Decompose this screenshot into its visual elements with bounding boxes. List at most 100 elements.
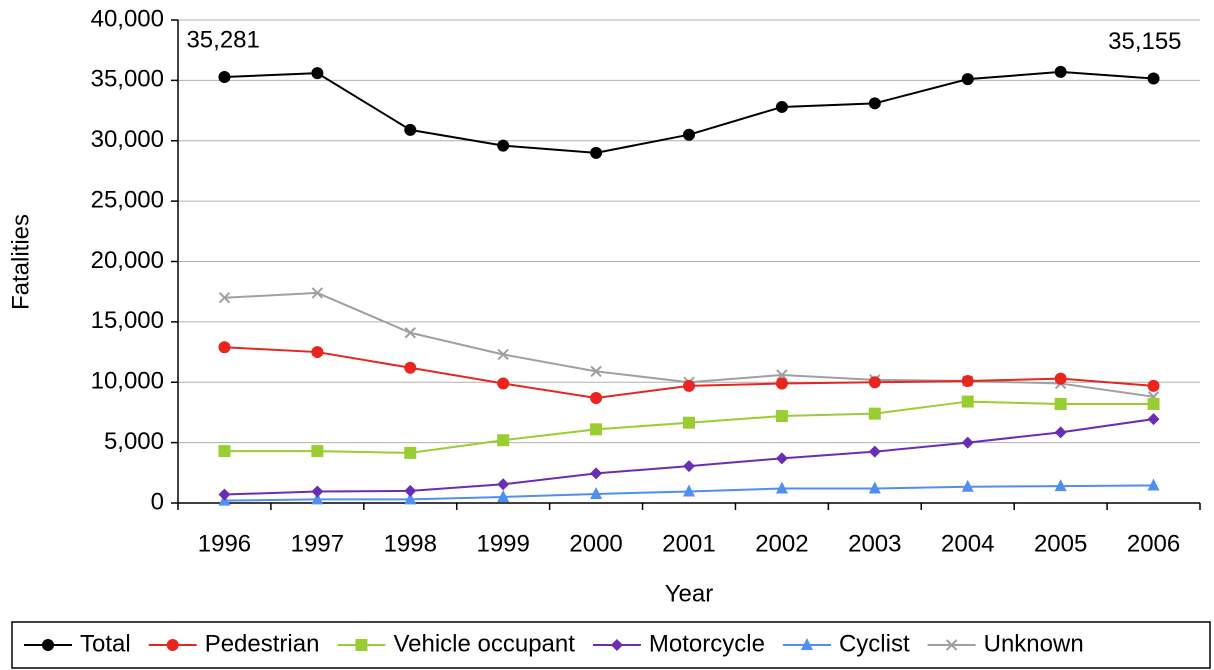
- marker: [590, 391, 603, 404]
- marker: [497, 478, 510, 491]
- y-tick-label: 10,000: [91, 368, 164, 395]
- marker: [166, 639, 179, 651]
- marker: [404, 361, 417, 374]
- marker: [800, 638, 813, 650]
- y-tick-label: 25,000: [91, 186, 164, 213]
- marker: [775, 100, 788, 113]
- y-tick-label: 40,000: [91, 5, 164, 32]
- marker: [683, 128, 695, 141]
- marker: [218, 292, 231, 304]
- marker: [776, 369, 788, 381]
- marker: [218, 445, 231, 458]
- marker: [590, 365, 602, 378]
- y-tick-label: 20,000: [91, 247, 164, 274]
- marker: [1054, 372, 1067, 385]
- x-axis-label: Year: [665, 580, 714, 607]
- marker: [775, 452, 788, 465]
- marker: [311, 492, 324, 505]
- marker: [218, 70, 231, 83]
- marker: [868, 407, 881, 420]
- marker: [311, 346, 324, 359]
- x-tick-label: 1997: [291, 530, 344, 557]
- marker: [497, 434, 510, 447]
- marker: [404, 327, 416, 339]
- marker: [404, 123, 417, 136]
- marker: [1147, 413, 1160, 426]
- marker: [868, 481, 881, 494]
- marker: [610, 639, 623, 651]
- y-tick-label: 15,000: [91, 307, 164, 334]
- y-tick-label: 0: [151, 488, 164, 515]
- marker: [404, 492, 417, 505]
- marker: [355, 639, 368, 651]
- legend-label: Cyclist: [839, 630, 910, 657]
- marker: [311, 67, 324, 80]
- marker: [868, 97, 881, 110]
- legend-box: [11, 621, 1211, 669]
- x-tick-label: 1999: [476, 530, 529, 557]
- marker: [1054, 65, 1067, 78]
- marker: [404, 446, 417, 459]
- marker: [497, 348, 509, 361]
- marker: [1147, 397, 1160, 410]
- marker: [961, 395, 974, 408]
- series-line: [224, 418, 1154, 496]
- marker: [683, 379, 695, 392]
- x-tick-label: 1996: [198, 530, 251, 557]
- y-tick-label: 30,000: [91, 126, 164, 153]
- marker: [1147, 379, 1160, 392]
- marker: [683, 416, 695, 429]
- x-tick-label: 2001: [662, 530, 715, 557]
- marker: [218, 488, 231, 501]
- y-axis-label: Fatalities: [7, 214, 34, 310]
- marker: [590, 423, 603, 436]
- y-tick-label: 5,000: [104, 428, 164, 455]
- x-tick-label: 2000: [569, 530, 622, 557]
- marker: [945, 639, 958, 651]
- marker: [590, 467, 603, 480]
- marker: [311, 287, 324, 299]
- marker: [1054, 397, 1067, 410]
- x-tick-label: 2004: [941, 530, 994, 557]
- legend-label: Unknown: [984, 630, 1084, 657]
- legend-label: Total: [80, 630, 131, 657]
- marker: [775, 410, 788, 423]
- data-label: 35,281: [186, 26, 259, 53]
- marker: [961, 436, 974, 449]
- marker: [683, 460, 695, 473]
- marker: [404, 484, 417, 497]
- marker: [497, 377, 510, 390]
- marker: [497, 489, 510, 502]
- marker: [961, 73, 974, 86]
- data-label: 35,155: [1108, 28, 1181, 55]
- marker: [775, 481, 788, 494]
- legend-label: Pedestrian: [205, 630, 320, 657]
- marker: [1054, 479, 1067, 492]
- x-tick-label: 2002: [755, 530, 808, 557]
- marker: [1147, 478, 1160, 491]
- x-tick-label: 2006: [1127, 530, 1180, 557]
- marker: [1054, 426, 1067, 439]
- marker: [311, 445, 324, 458]
- marker: [868, 445, 881, 458]
- marker: [590, 146, 603, 159]
- marker: [868, 376, 881, 389]
- marker: [590, 486, 603, 499]
- x-tick-label: 2005: [1034, 530, 1087, 557]
- marker: [218, 341, 231, 354]
- marker: [961, 375, 974, 388]
- marker: [1147, 72, 1160, 85]
- x-tick-label: 1998: [384, 530, 437, 557]
- legend-label: Motorcycle: [649, 630, 765, 657]
- marker: [961, 479, 974, 492]
- marker: [42, 639, 54, 651]
- legend-label: Vehicle occupant: [393, 630, 575, 657]
- marker: [497, 139, 510, 152]
- marker: [683, 484, 695, 497]
- x-tick-label: 2003: [848, 530, 901, 557]
- marker: [775, 377, 788, 390]
- y-tick-label: 35,000: [91, 66, 164, 93]
- marker: [311, 485, 324, 498]
